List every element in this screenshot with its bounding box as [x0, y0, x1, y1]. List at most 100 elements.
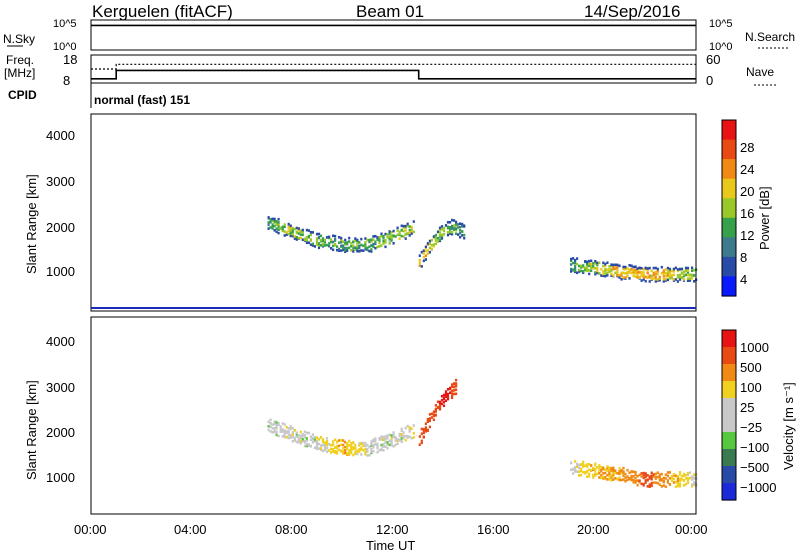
- data-cell: [390, 239, 393, 242]
- data-cell: [307, 234, 310, 238]
- data-cell: [586, 260, 589, 264]
- data-cell: [293, 227, 296, 231]
- data-cell: [451, 227, 454, 230]
- data-cell: [596, 263, 599, 267]
- data-cell: [572, 268, 575, 271]
- data-cell: [590, 259, 593, 263]
- data-cell: [622, 466, 625, 470]
- data-cell: [578, 264, 581, 268]
- data-cell: [277, 231, 280, 235]
- data-cell: [626, 271, 629, 274]
- data-cell: [670, 476, 673, 480]
- data-cell: [267, 425, 270, 428]
- data-cell: [394, 439, 397, 442]
- data-cell: [299, 430, 302, 434]
- data-cell: [319, 243, 323, 247]
- data-cell: [311, 441, 314, 444]
- colorbar-frame: [721, 119, 737, 297]
- data-cell: [588, 472, 591, 476]
- data-cell: [624, 476, 627, 479]
- data-cell: [662, 280, 665, 283]
- data-cell: [275, 427, 278, 430]
- data-cell: [574, 266, 577, 270]
- data-cell: [630, 267, 633, 271]
- data-cell: [384, 435, 387, 438]
- data-cell: [384, 232, 387, 236]
- data-cell: [364, 248, 367, 251]
- data-cell: [334, 438, 337, 442]
- data-cell: [592, 473, 595, 477]
- data-cell: [360, 237, 363, 241]
- data-cell: [340, 236, 343, 240]
- data-cell: [408, 430, 411, 433]
- data-cell: [684, 477, 688, 480]
- data-cell: [350, 449, 353, 453]
- colorbar-swatch: [722, 237, 736, 258]
- colorbar-swatch: [722, 217, 736, 238]
- data-cell: [610, 473, 613, 477]
- data-cell: [600, 476, 603, 480]
- data-cell: [636, 276, 639, 279]
- data-cell: [275, 230, 278, 234]
- data-cell: [269, 418, 272, 422]
- data-cell: [582, 264, 585, 267]
- data-cell: [644, 279, 647, 283]
- data-cell: [592, 266, 595, 270]
- data-cell: [273, 224, 276, 228]
- data-cell: [612, 266, 615, 269]
- data-cell: [620, 278, 623, 281]
- data-cell: [340, 240, 343, 244]
- data-cell: [682, 479, 686, 482]
- xtick-6: 00:00: [675, 522, 708, 537]
- data-cell: [364, 245, 367, 248]
- data-cell: [676, 482, 679, 486]
- data-cell: [438, 238, 442, 241]
- data-cell: [658, 483, 661, 486]
- data-cell: [646, 485, 649, 488]
- data-cell: [451, 383, 454, 386]
- data-cell: [434, 233, 437, 237]
- data-cell: [451, 389, 454, 392]
- data-cell: [297, 437, 300, 440]
- data-cell: [644, 475, 647, 479]
- data-cell: [382, 438, 385, 441]
- data-cell: [620, 271, 623, 275]
- colorbar-swatch: [722, 198, 736, 219]
- data-cell: [311, 242, 314, 246]
- data-cell: [388, 230, 391, 233]
- data-cell: [334, 446, 337, 449]
- data-cell: [374, 242, 377, 245]
- data-cell: [572, 472, 575, 475]
- data-cell: [396, 438, 399, 441]
- data-cell: [307, 229, 310, 232]
- data-cell: [390, 443, 393, 447]
- data-cell: [616, 269, 619, 272]
- data-cell: [364, 444, 367, 448]
- data-cell: [588, 272, 591, 276]
- data-cell: [630, 478, 633, 482]
- data-cell: [670, 273, 673, 277]
- data-cell: [356, 452, 359, 456]
- data-cell: [287, 430, 290, 433]
- data-cell: [404, 229, 407, 232]
- data-cell: [366, 238, 369, 242]
- data-cell: [686, 471, 690, 475]
- data-cell: [676, 475, 679, 478]
- data-cell: [446, 392, 450, 396]
- colorbar-swatch: [722, 330, 736, 348]
- data-cell: [606, 271, 609, 275]
- data-cell: [271, 223, 274, 226]
- data-cell: [612, 267, 615, 271]
- data-cell: [394, 443, 397, 447]
- data-cell: [311, 436, 314, 440]
- data-cell: [299, 229, 302, 233]
- data-cell: [269, 218, 272, 221]
- data-cell: [693, 481, 696, 484]
- data-cell: [370, 443, 373, 446]
- data-cell: [455, 384, 458, 388]
- data-cell: [668, 483, 671, 486]
- data-cell: [678, 275, 682, 279]
- data-cell: [604, 262, 607, 266]
- data-cell: [410, 225, 413, 229]
- data-cell: [570, 270, 573, 273]
